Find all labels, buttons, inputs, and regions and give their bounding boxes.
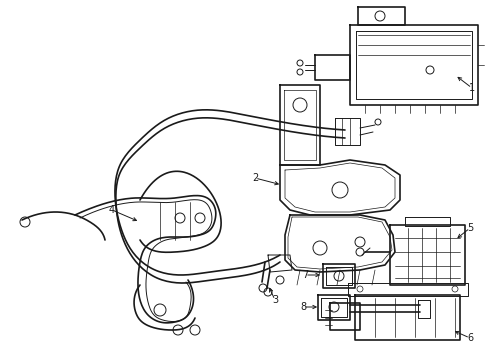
Text: 2: 2 (251, 173, 258, 183)
Text: 8: 8 (299, 302, 305, 312)
Text: 3: 3 (271, 295, 278, 305)
Text: 1: 1 (468, 83, 474, 93)
Text: 7: 7 (301, 270, 307, 280)
Text: 5: 5 (466, 223, 472, 233)
Text: 6: 6 (466, 333, 472, 343)
Text: 4: 4 (109, 205, 115, 215)
